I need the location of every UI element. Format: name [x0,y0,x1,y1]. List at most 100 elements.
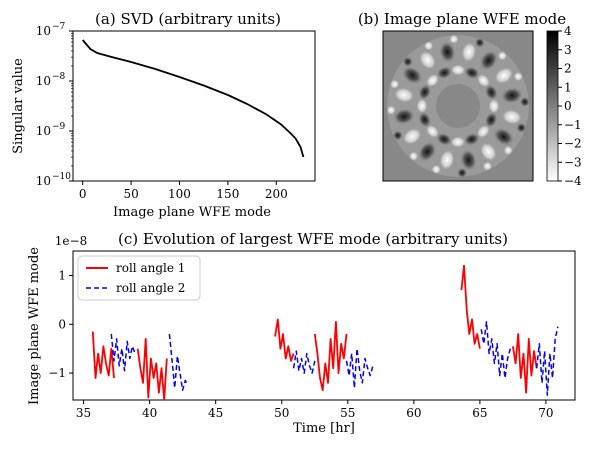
roll-angle-1-line [91,331,115,379]
panel-c-x-ticks: 35 40 45 50 55 60 65 70 [76,400,554,420]
roll-angle-2-line [480,321,512,379]
x-tick-label: 35 [76,406,91,420]
legend-label-roll-1: roll angle 1 [116,261,185,275]
legend-label-roll-2: roll angle 2 [116,281,185,295]
y-tick-label: 10 [36,124,51,138]
x-tick-label: 40 [142,406,157,420]
colorbar-tick-label: −1 [564,118,582,132]
legend-box [77,255,201,301]
colorbar-tick-label: 3 [564,43,572,57]
wfe-map-central-obscuration [436,84,480,128]
x-tick-label: 55 [340,406,355,420]
y-tick-label: 10 [36,174,51,188]
colorbar-tick-label: 2 [564,62,572,76]
wfe-lobe [463,132,480,146]
wfe-lobe [457,167,468,177]
x-tick-label: 0 [79,187,87,201]
colorbar-tick-label: 1 [564,80,572,94]
y-tick-exponent: −8 [52,72,66,82]
roll-angle-1-line [313,320,348,392]
panel-b-wfe-mode: (b) Image plane WFE mode [358,10,582,188]
x-tick-label: 60 [406,406,421,420]
y-tick-label: 10 [36,74,51,88]
roll-angle-2-line [110,333,136,372]
panel-a-ylabel: Singular value [11,58,26,154]
wfe-lobe [513,71,524,82]
colorbar-tick-label: −4 [564,174,582,188]
colorbar-tick-label: −2 [564,137,582,151]
panel-a-axes-frame [72,30,316,182]
x-tick-label: 100 [168,187,191,201]
y-tick-label: 10 [36,24,51,38]
y-tick-label: 0 [58,317,66,331]
roll-angle-2-line [345,347,374,389]
wfe-lobe [387,105,397,116]
panel-a-xlabel: Image plane WFE mode [113,205,271,220]
wfe-lobe [393,108,415,125]
panel-a-series [82,39,305,158]
x-tick-label: 150 [216,187,239,201]
wfe-lobe [448,35,459,45]
wfe-lobe [497,50,508,61]
svd-curve [82,39,305,158]
wfe-lobe [476,73,491,88]
wfe-lobe [479,141,498,163]
wfe-lobe [503,145,514,156]
wfe-lobe [501,87,523,104]
y-tick-label: −1 [48,366,66,380]
wfe-lobe [501,108,523,126]
x-tick-label: 50 [123,187,138,201]
x-tick-label: 50 [274,406,289,420]
panel-c-ylabel: Image plane WFE mode [27,247,42,405]
y-tick-exponent: −10 [52,172,71,182]
panel-b-title: (b) Image plane WFE mode [358,10,566,28]
colorbar-ticks: 4 3 2 1 0 −1 −2 −3 −4 [558,24,582,188]
wfe-lobe [487,98,500,115]
wfe-lobe [479,50,498,71]
panel-c-axes-frame [72,250,576,401]
wfe-lobe [450,64,467,77]
panel-a-x-ticks: 0 50 100 150 200 [79,181,288,201]
wfe-lobe [402,66,423,85]
colorbar-tick-label: 4 [564,24,572,38]
wfe-lobe [493,66,515,85]
wfe-lobe [418,111,432,128]
panel-c-scale-note: 1e−8 [55,234,87,248]
wfe-lobe [516,122,527,133]
panel-c-legend: roll angle 1 roll angle 2 [77,255,201,301]
wfe-lobe [436,132,452,146]
x-tick-label: 70 [538,406,553,420]
wfe-lobe [392,130,403,141]
wfe-lobe [493,127,514,146]
wfe-lobe [482,161,493,172]
wfe-lobe [464,66,480,80]
wfe-lobe [425,73,440,88]
wfe-lobe [389,79,400,90]
colorbar [546,30,559,182]
y-tick-exponent: −9 [52,122,66,132]
panel-c-y-ticks: 1 0 −1 [48,268,73,380]
wfe-lobe [425,124,440,139]
x-tick-label: 45 [208,406,223,420]
wfe-lobe [460,41,478,63]
colorbar-tick-label: −3 [564,155,582,169]
wfe-lobe [402,56,413,67]
roll-angle-1-line [460,264,481,349]
roll-angle-1-line [136,337,168,401]
roll-angle-1-line [274,318,295,362]
panel-c-title: (c) Evolution of largest WFE mode (arbit… [118,230,508,248]
wfe-lobe [519,96,529,107]
wfe-lobe [431,164,442,175]
x-tick-label: 200 [265,187,288,201]
wfe-lobe [423,40,434,51]
wfe-lobe [439,41,456,63]
wfe-lobe [418,49,437,71]
wfe-lobe [416,97,429,114]
panel-c-evolution: (c) Evolution of largest WFE mode (arbit… [27,230,576,436]
panel-a-title: (a) SVD (arbitrary units) [95,10,281,28]
wfe-lobe [401,127,423,146]
wfe-lobe [449,135,466,148]
y-tick-label: 1 [58,268,66,282]
